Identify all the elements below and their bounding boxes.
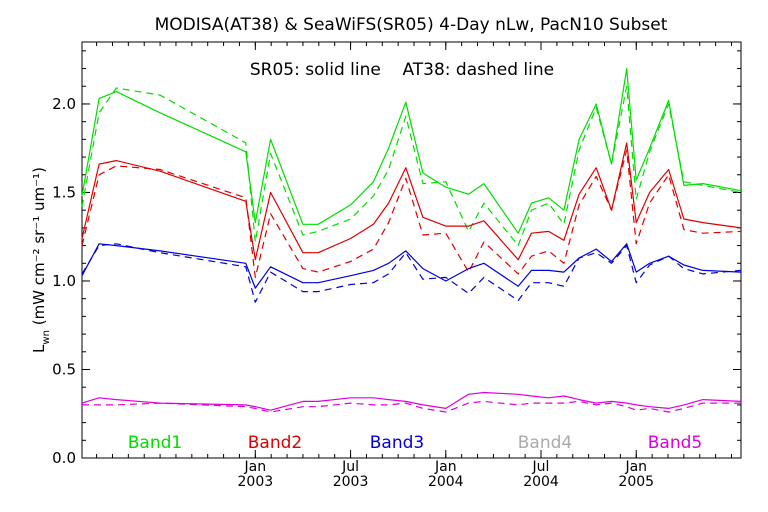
plot-frame bbox=[81, 41, 742, 459]
chart-title: MODISA(AT38) & SeaWiFS(SR05) 4-Day nLw, … bbox=[155, 15, 668, 35]
legend: Band1 Band2 Band3 Band4 Band5 bbox=[128, 433, 702, 453]
legend-entry-band4: Band4 bbox=[518, 433, 572, 453]
y-tick-label-1: 0.5 bbox=[52, 360, 76, 378]
y-axis-label-main: L bbox=[30, 344, 48, 353]
chart-subtitle: SR05: solid line AT38: dashed line bbox=[250, 60, 554, 80]
y-tick-label-4: 2.0 bbox=[52, 95, 76, 113]
x-tick-year-0: 2003 bbox=[238, 474, 274, 490]
series-line-band2-dashed bbox=[81, 149, 742, 278]
series-line-band1-solid bbox=[81, 67, 742, 234]
y-tick-label-2: 1.0 bbox=[52, 272, 76, 290]
x-tick-year-3: 2004 bbox=[523, 474, 559, 490]
legend-entry-band2: Band2 bbox=[248, 433, 302, 453]
y-tick-label-0: 0.0 bbox=[52, 449, 76, 467]
legend-entry-band5: Band5 bbox=[648, 433, 702, 453]
axes: 0.00.51.01.52.0Jan2003Jul2003Jan2004Jul2… bbox=[52, 41, 742, 490]
x-tick-label-1: Jul bbox=[341, 459, 359, 475]
series-group bbox=[81, 67, 742, 413]
x-tick-year-1: 2003 bbox=[333, 474, 369, 490]
series-line-band3-dashed bbox=[81, 243, 742, 303]
series-line-band2-solid bbox=[81, 142, 742, 261]
series-line-band5-dashed bbox=[82, 400, 741, 413]
y-axis-label-units: (mW cm⁻² sr⁻¹ um⁻¹) bbox=[30, 167, 48, 330]
series-line-band3-solid bbox=[81, 243, 742, 289]
x-tick-label-4: Jan bbox=[624, 459, 647, 475]
x-tick-label-2: Jan bbox=[434, 459, 457, 475]
legend-entry-band1: Band1 bbox=[128, 433, 182, 453]
x-tick-label-3: Jul bbox=[532, 459, 550, 475]
y-tick-label-3: 1.5 bbox=[52, 183, 76, 201]
legend-entry-band3: Band3 bbox=[370, 433, 424, 453]
x-tick-year-4: 2005 bbox=[618, 474, 654, 490]
x-tick-label-0: Jan bbox=[244, 459, 267, 475]
y-axis-label-sub: wn bbox=[41, 330, 52, 345]
x-tick-year-2: 2004 bbox=[428, 474, 464, 490]
y-axis-label: Lwn (mW cm⁻² sr⁻¹ um⁻¹) bbox=[30, 167, 52, 353]
series-line-band5-solid bbox=[81, 391, 742, 411]
